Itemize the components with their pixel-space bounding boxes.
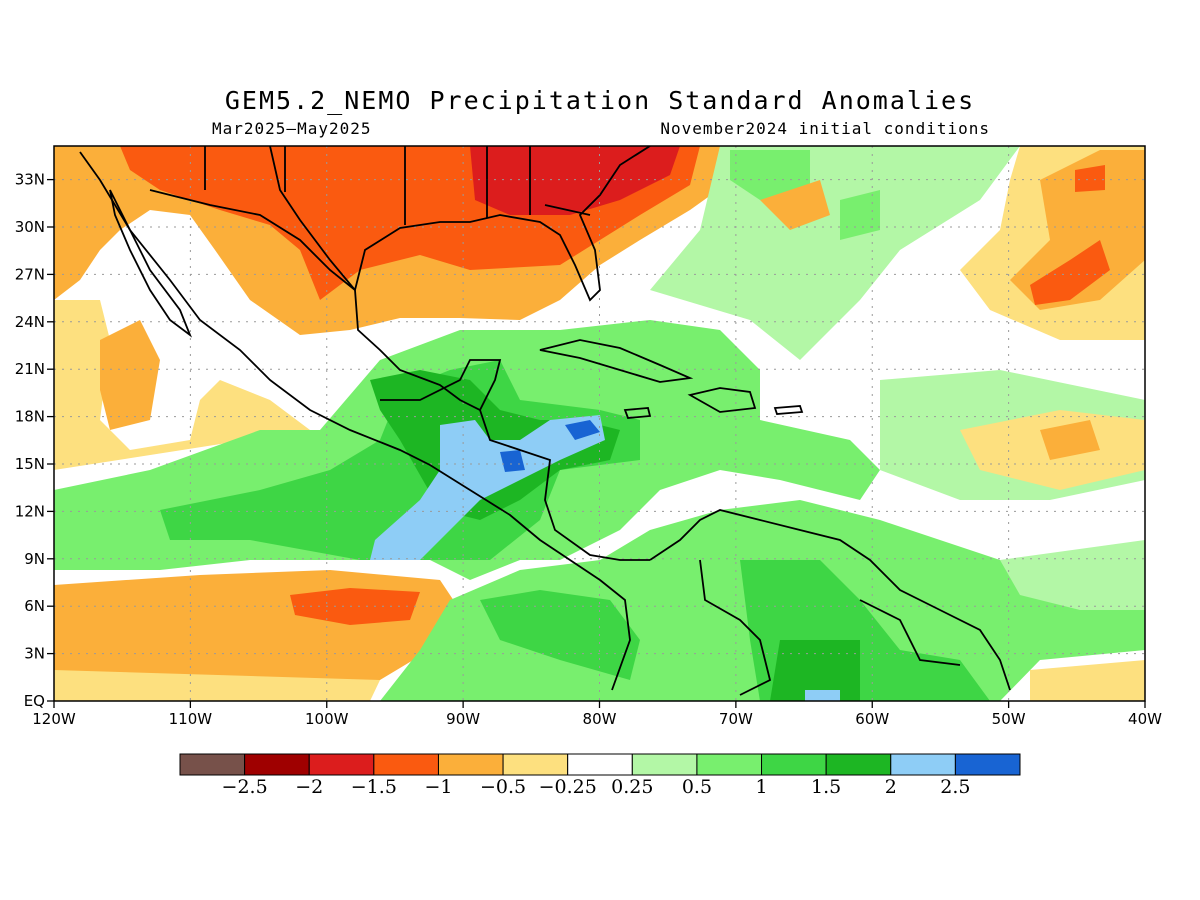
colorbar-swatch: [437, 753, 504, 776]
pacific-dry-edge: [54, 670, 380, 701]
colorbar-label: 1.5: [811, 776, 841, 798]
lon-tick-label: 50W: [992, 710, 1026, 728]
lat-tick-label: 9N: [24, 550, 45, 568]
atlantic-dry-east-patch: [1040, 420, 1100, 460]
atlantic-dry-northeast-peak: [1030, 165, 1110, 305]
gridlines: [54, 146, 1145, 701]
pacific-dry-core: [290, 588, 420, 625]
colorbar-label: −2.5: [222, 776, 268, 798]
lon-tick-label: 60W: [855, 710, 889, 728]
lon-tick-label: 40W: [1128, 710, 1162, 728]
lat-tick-label: 3N: [24, 645, 45, 663]
baja-california-outline: [109, 189, 193, 338]
central-wet-extreme-b: [565, 420, 600, 440]
atlantic-wet-north-core: [730, 150, 880, 240]
south-america-north-coast: [649, 509, 1011, 691]
lat-tick-label: 24N: [15, 313, 45, 331]
hispaniola-outline: [687, 387, 757, 413]
lat-tick-label: 18N: [15, 408, 45, 426]
colorbar-label: −1.5: [351, 776, 397, 798]
central-wet-extreme-a: [500, 450, 525, 472]
colorbar-label: −2: [295, 776, 323, 798]
colorbar-label: −0.25: [539, 776, 597, 798]
colorbar-label: 2: [885, 776, 897, 798]
mexico-pacific-dry-core: [100, 320, 160, 430]
colorbar-swatch: [954, 753, 1021, 776]
lon-tick-label: 120W: [32, 710, 76, 728]
equator-dry-east: [1030, 660, 1145, 701]
colorbar-label: −0.5: [480, 776, 526, 798]
atlantic-dry-northeast-core: [1010, 150, 1145, 310]
colorbar-swatch: [825, 753, 892, 776]
coastlines: [79, 146, 1011, 696]
forecast-period: Mar2025–May2025: [212, 119, 372, 138]
south-america-borders: [699, 559, 961, 696]
colorbar-label: 2.5: [940, 776, 970, 798]
axes: 120W 110W 100W 90W 80W 70W 60W 50W 40W EQ 3N 6N 9N 12…: [15, 171, 1162, 728]
central-wet-core: [160, 360, 640, 560]
colorbar-label: 0.25: [611, 776, 653, 798]
cuba-outline: [539, 339, 694, 383]
map-title: GEM5.2_NEMO Precipitation Standard Anoma…: [224, 86, 976, 115]
us-gulf-coastline: [354, 146, 651, 302]
colorbar-swatch: [631, 753, 698, 776]
central-wet-max: [370, 415, 605, 560]
colorbar-swatch: [179, 753, 246, 776]
south-america-wet-peak: [770, 640, 860, 701]
south-america-wet-core: [480, 560, 990, 701]
lat-tick-label: 27N: [15, 265, 45, 283]
puerto-rico-outline: [773, 405, 804, 415]
colorbar-swatch: [761, 753, 827, 776]
colorbar-swatch: [696, 753, 763, 776]
atlantic-dry-north-middle: [760, 180, 830, 230]
atlantic-wet-north: [650, 146, 1020, 360]
south-america-pale: [1000, 540, 1145, 610]
lat-tick-label: 6N: [24, 597, 45, 615]
lon-tick-label: 100W: [305, 710, 349, 728]
mexico-pacific-dry: [54, 300, 310, 470]
colorbar-label: 1: [755, 776, 767, 798]
colorbar-swatch: [502, 753, 569, 776]
colorbar-swatch: [567, 753, 633, 776]
colorbar-swatch: [308, 753, 375, 776]
lat-tick-label: 33N: [15, 171, 45, 189]
colorbar-swatch: [244, 753, 310, 776]
us-state-lines: [204, 146, 591, 225]
mexico-pacific-coastline: [79, 151, 631, 691]
lat-tick-label: 15N: [15, 455, 45, 473]
central-america-caribbean-coast: [479, 409, 650, 561]
lat-tick-label: 21N: [15, 360, 45, 378]
lon-tick-label: 90W: [446, 710, 480, 728]
anomaly-field: [54, 146, 1145, 701]
colorbar-swatch: [373, 753, 439, 776]
lon-tick-label: 80W: [583, 710, 617, 728]
us-mexico-border: [149, 189, 356, 291]
lat-tick-label: EQ: [24, 692, 45, 710]
colorbar: −2.5 −2 −1.5 −1 −0.5 −0.25 0.25 0.5 1 1.5 2 2.5: [179, 753, 1021, 798]
initial-conditions: November2024 initial conditions: [660, 119, 990, 138]
jamaica-outline: [623, 407, 652, 419]
north-dry-region-peak: [470, 146, 680, 215]
lon-tick-label: 110W: [169, 710, 213, 728]
lat-tick-label: 30N: [15, 218, 45, 236]
gulf-coastline: [269, 146, 502, 412]
colorbar-swatch: [890, 753, 956, 776]
colorbar-label: −1: [424, 776, 452, 798]
colorbar-label: 0.5: [682, 776, 712, 798]
lat-tick-label: 12N: [15, 502, 45, 520]
south-america-wet-max: [805, 690, 840, 701]
lon-tick-label: 70W: [719, 710, 753, 728]
